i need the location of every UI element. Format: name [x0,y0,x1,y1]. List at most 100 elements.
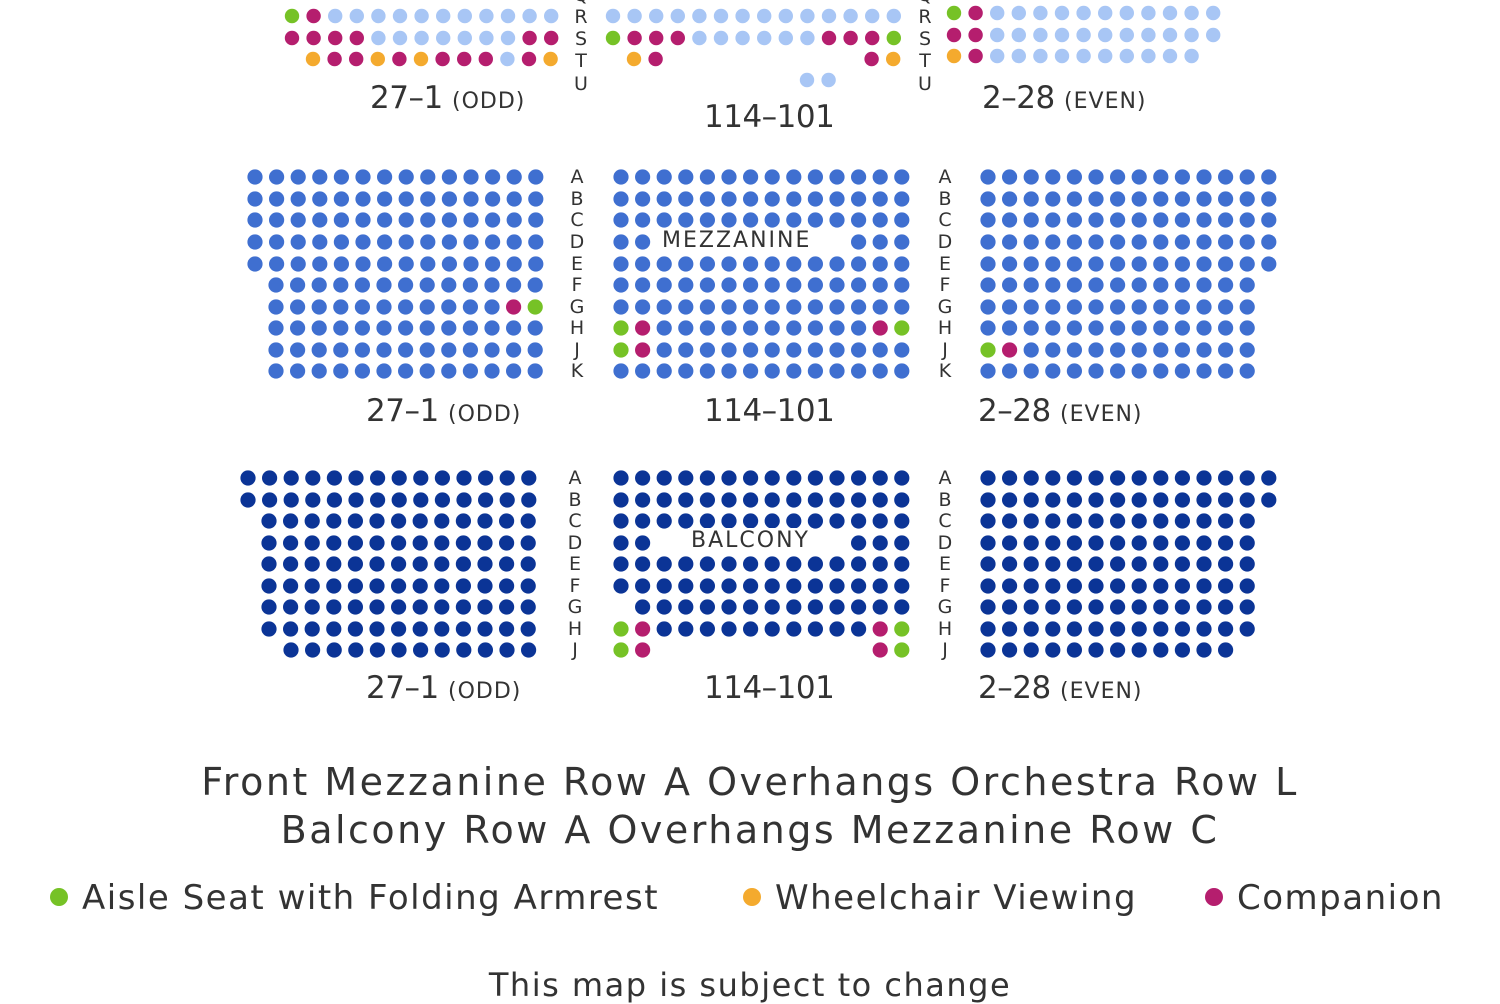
seat-map [240,5,1277,658]
overhang-note-mezzanine: Front Mezzanine Row A Overhangs Orchestr… [201,760,1299,804]
row-letter: F [939,274,951,296]
mezzanine-center-seat [786,320,802,336]
legend-companion: Companion [1205,878,1444,918]
balcony-left-seat [305,642,321,658]
mezzanine-left-seat [269,169,285,185]
balcony-right-seat [1110,556,1126,572]
row-letter: S [918,28,932,50]
mezzanine-right-seat [1023,191,1039,207]
balcony-left-seat [348,492,364,508]
balcony-center-seat [786,599,802,615]
mezzanine-right-seat [1131,191,1147,207]
balcony-center-seat [635,470,651,486]
balcony-right-seat [980,599,996,615]
balcony-center-seat [829,470,845,486]
balcony-right-seat [1088,599,1104,615]
balcony-center-aisle-seat [894,642,910,658]
balcony-left-seat [283,492,299,508]
balcony-center-seat [721,556,737,572]
mezzanine-right-seat [1131,342,1147,358]
balcony-center-seat [851,492,867,508]
mezzanine-right-seat [1045,234,1061,250]
mezzanine-right-seat [1066,299,1082,315]
balcony-left-seat [434,492,450,508]
mezzanine-right-seat [1088,277,1104,293]
balcony-center-seat [721,578,737,594]
balcony-right-seat [1239,513,1255,529]
mezzanine-center-seat [807,191,824,207]
mezzanine-center-seat [764,212,780,228]
mezzanine-right-seat [1023,277,1039,293]
balcony-left-seat [369,513,385,529]
mezzanine-center-seat [635,363,651,379]
balcony-center-seat [635,578,651,594]
balcony-left-seat [434,535,450,551]
balcony-left-seat [283,556,299,572]
balcony-left-seat [283,578,299,594]
mezzanine-right-seat [1110,234,1126,250]
mezzanine-right-seat [1131,299,1147,315]
mezzanine-center-seat [872,234,888,250]
balcony-left-seat [434,556,450,572]
mezzanine-left-seat [441,363,457,379]
mezzanine-right-seat [1131,256,1147,272]
mezzanine-left-seat [420,169,436,185]
mezzanine-right-seat [980,234,996,250]
mezzanine-right-seat [1196,277,1212,293]
balcony-right-seat [1153,621,1169,637]
mezzanine-left-seat [441,320,457,336]
mezzanine-center-seat [721,191,737,207]
mezzanine-left-seat [247,256,263,272]
mezzanine-right-seat [1088,299,1104,315]
mezzanine-left-seat [420,256,436,272]
balcony-left-seat [326,492,342,508]
row-letter: E [938,553,951,575]
mezzanine-right-seat [1174,277,1190,293]
balcony-right-seat [1196,578,1212,594]
overhang-note-balcony: Balcony Row A Overhangs Mezzanine Row C [280,808,1220,852]
mezzanine-right-seat [1045,169,1061,185]
balcony-center-seat [872,470,888,486]
balcony-right-seat [1023,492,1039,508]
mezzanine-left-seat [333,363,349,379]
balcony-left-seat [261,578,277,594]
balcony-right-seat [1023,621,1039,637]
balcony-right-seat [1045,621,1061,637]
row-letter: C [938,209,952,231]
mezzanine-center-seat [699,320,716,336]
mezzanine-left-seat [463,212,479,228]
balcony-right-range: 2–28 (EVEN) [978,670,1143,706]
balcony-right-seat [1218,492,1234,508]
orange-dot-icon [743,887,761,906]
mezzanine-right-seat [1023,212,1039,228]
balcony-right-seat [1196,599,1212,615]
balcony-right-seat [980,470,996,486]
orchestra-right-seat [1206,5,1221,21]
mezzanine-right-seat [1218,299,1234,315]
balcony-right-seat [1196,470,1212,486]
mezzanine-center-seat [678,299,694,315]
mezzanine-left-seat [354,320,370,336]
balcony-center-seat [699,599,716,615]
orchestra-right-seat [1162,48,1178,64]
orchestra-left-seat [457,8,472,24]
balcony-right-seat [1218,621,1234,637]
row-letter: R [574,6,588,28]
mezzanine-center-seat [894,299,910,315]
mezzanine-right-seat [1239,363,1255,379]
mezzanine-center-seat [721,212,737,228]
balcony-center-seat [872,513,888,529]
orchestra-center-seat [757,8,772,24]
mezzanine-right-seat [1088,363,1104,379]
mezzanine-right-seat [1088,256,1104,272]
mezzanine-center-seat [613,169,629,185]
mezzanine-left-seat [312,212,328,228]
balcony-center-aisle-seat [613,642,629,658]
mezzanine-left-seat [354,363,370,379]
mezzanine-left-seat [333,277,349,293]
orchestra-right-seat [1184,48,1199,64]
mezzanine-center-seat [764,320,780,336]
balcony-center-seat [678,599,694,615]
orchestra-center-seat [627,8,642,24]
balcony-right-seat [980,578,996,594]
